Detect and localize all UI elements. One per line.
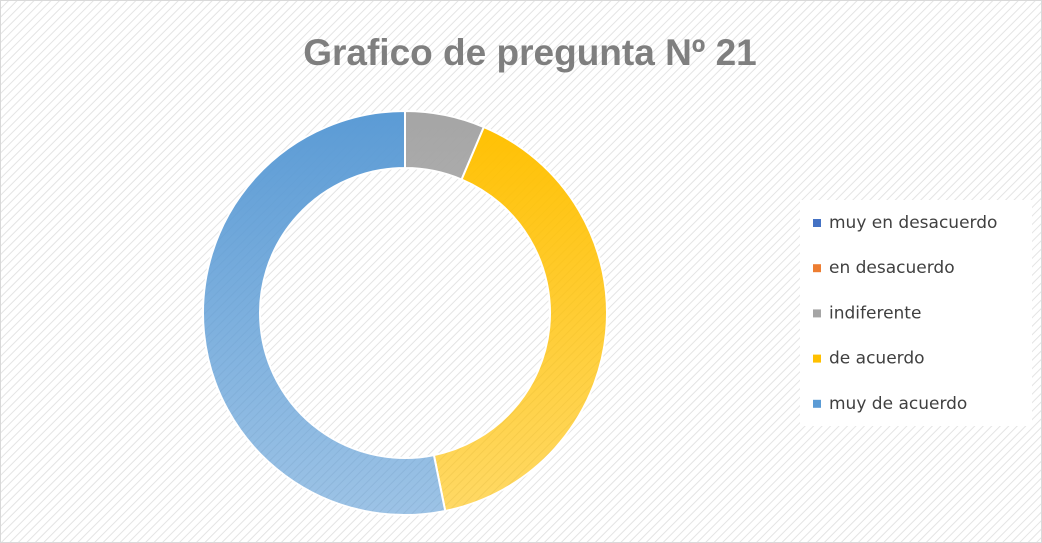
chart-title: Grafico de pregunta Nº 21 bbox=[303, 32, 757, 73]
donut-segment bbox=[202, 109, 447, 516]
legend-label: en desacuerdo bbox=[829, 258, 955, 278]
legend-swatch bbox=[813, 264, 821, 273]
legend-swatch bbox=[813, 399, 821, 408]
legend-swatch bbox=[813, 309, 821, 318]
legend-label: muy en desacuerdo bbox=[829, 213, 997, 233]
legend-swatch bbox=[813, 354, 821, 363]
donut-segment bbox=[432, 125, 608, 513]
legend-box bbox=[800, 200, 1032, 426]
legend-swatch bbox=[813, 219, 821, 227]
legend-label: muy de acuerdo bbox=[829, 394, 967, 414]
legend-label: de acuerdo bbox=[829, 349, 925, 369]
legend-label: indiferente bbox=[829, 303, 921, 323]
